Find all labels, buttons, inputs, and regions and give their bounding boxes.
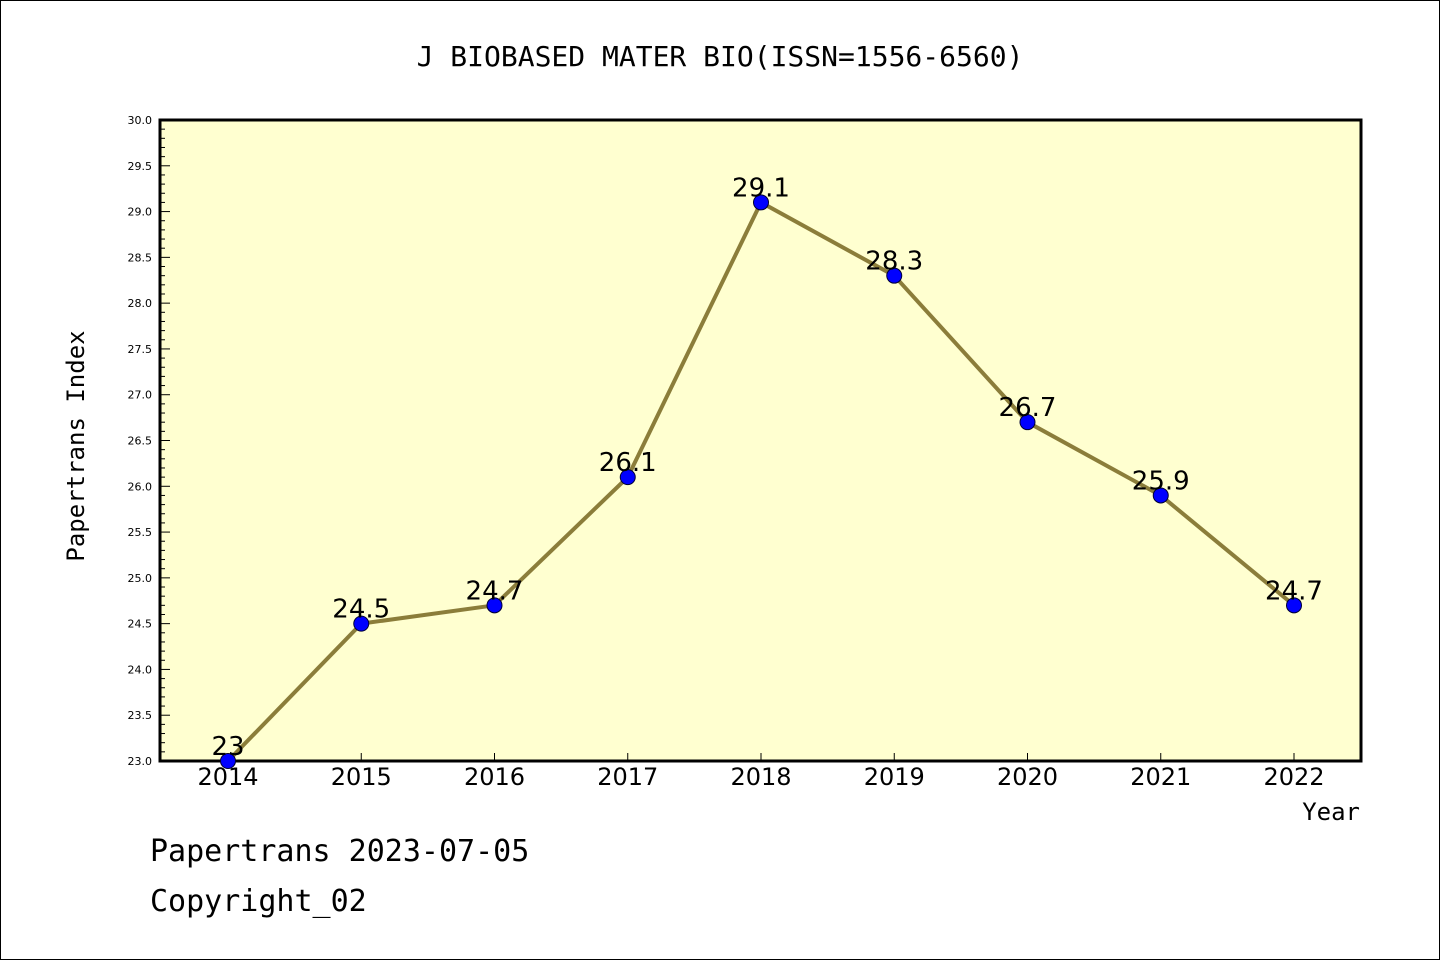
y-axis-label: Papertrans Index: [62, 330, 90, 561]
series-line-group: [220, 194, 1302, 769]
x-tick-label: 2017: [597, 763, 658, 791]
x-tick-label: 2016: [464, 763, 525, 791]
plot-area: [158, 118, 1363, 763]
footer-date-text: Papertrans 2023-07-05: [150, 834, 530, 869]
data-point-marker: [886, 267, 903, 284]
x-tick-label: 2022: [1263, 763, 1324, 791]
data-point-marker: [353, 615, 370, 632]
x-tick-label: 2015: [331, 763, 392, 791]
data-label: 25.9: [1132, 466, 1190, 496]
x-tick-label: 2020: [997, 763, 1058, 791]
y-tick-label: 30.0: [128, 114, 153, 127]
x-tick-label: 2021: [1130, 763, 1191, 791]
data-point-marker: [753, 194, 769, 211]
data-point-marker: [486, 597, 503, 614]
data-label: 24.7: [466, 576, 524, 606]
x-axis: 2014 2015 2016 2017 2018 2019 2020 2021 2022: [197, 753, 1325, 791]
data-labels: 23 24.5 24.7 26.1 29.1 28.3 26.7 25.9 24.7: [211, 173, 1322, 762]
y-axis: 23.0 23.5 24.0 24.5 25.0 25.5 26.0 26.5 27.0 27.5…: [128, 114, 170, 768]
data-label: 24.5: [332, 595, 390, 625]
data-label: 29.1: [732, 173, 790, 203]
y-tick-label: 29.5: [128, 160, 153, 173]
y-tick-label: 27.5: [128, 343, 153, 356]
data-point-marker: [1152, 487, 1169, 504]
data-point-marker: [220, 753, 236, 769]
y-tick-label: 23.5: [128, 709, 153, 722]
y-tick-label: 24.0: [128, 663, 153, 676]
data-point-marker: [619, 469, 636, 486]
y-tick-label: 23.0: [128, 755, 153, 768]
x-tick-label: 2018: [730, 763, 791, 791]
data-label: 24.7: [1265, 576, 1323, 606]
x-tick-label: 2019: [864, 763, 925, 791]
y-tick-label: 24.5: [128, 618, 153, 631]
y-tick-label: 26.5: [128, 435, 153, 448]
data-label: 28.3: [865, 247, 923, 277]
chart-title: J BIOBASED MATER BIO(ISSN=1556-6560): [417, 40, 1024, 73]
data-label: 23: [211, 732, 244, 762]
data-label: 26.1: [599, 448, 657, 478]
y-tick-label: 28.5: [128, 251, 153, 264]
footer-copyright-text: Copyright_02: [150, 884, 367, 919]
y-tick-label: 25.0: [128, 572, 153, 585]
data-label: 26.7: [999, 393, 1057, 423]
data-point-marker: [1286, 597, 1302, 614]
y-tick-label: 29.0: [128, 206, 153, 219]
y-tick-label: 25.5: [128, 526, 153, 539]
y-tick-label: 28.0: [128, 297, 153, 310]
y-tick-label: 26.0: [128, 480, 153, 493]
x-axis-label: Year: [1302, 798, 1360, 826]
y-tick-label: 27.0: [128, 389, 153, 402]
data-point-marker: [1019, 414, 1036, 431]
